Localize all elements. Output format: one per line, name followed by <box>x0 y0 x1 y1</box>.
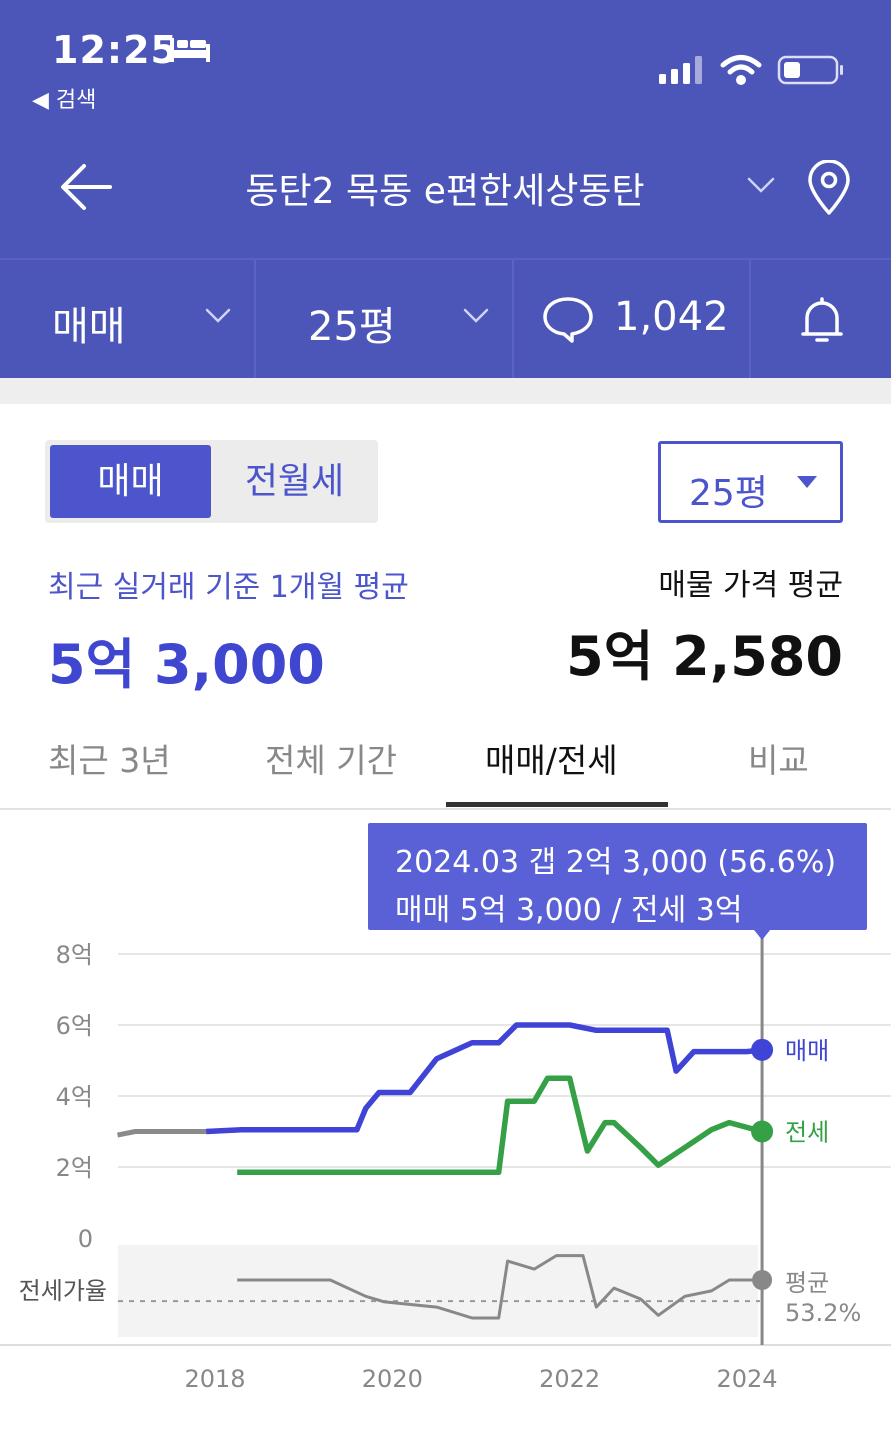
jeonse-end-dot <box>751 1120 774 1143</box>
segment-rent[interactable]: 전월세 <box>244 461 345 502</box>
x-tick-label: 2020 <box>362 1365 423 1393</box>
size-select[interactable]: 25평 <box>658 441 843 523</box>
comment-count: 1,042 <box>614 294 729 340</box>
deal-type-segment: 매매 전월세 <box>45 440 378 523</box>
wifi-icon <box>720 55 762 85</box>
x-tick-label: 2024 <box>716 1365 777 1393</box>
listing-average-label: 매물 가격 평균 <box>658 568 843 603</box>
tab-sale-jeonse[interactable]: 매매/전세 <box>485 741 618 780</box>
ratio-average-label: 평균 <box>785 1269 829 1297</box>
filter-row: 매매 25평 1,042 <box>0 258 891 380</box>
listing-average-value: 5억 2,580 <box>566 625 843 688</box>
deal-type-dropdown[interactable]: 매매 <box>0 260 256 380</box>
back-arrow-icon[interactable] <box>58 162 112 212</box>
tooltip-pointer <box>754 930 771 940</box>
active-tab-indicator <box>446 802 668 807</box>
complex-title[interactable]: 동탄2 목동 e편한세상동탄 <box>245 171 645 212</box>
back-to-search-link[interactable]: ◀ 검색 <box>32 88 97 113</box>
ratio-axis-label: 전세가율 <box>19 1277 107 1305</box>
tab-compare[interactable]: 비교 <box>748 741 809 780</box>
y-tick-label: 2억 <box>56 1154 93 1182</box>
battery-icon <box>777 55 843 85</box>
jeonse-ratio-line <box>237 1254 763 1320</box>
status-time: 12:25 <box>52 28 178 72</box>
sale-series-label: 매매 <box>785 1037 829 1065</box>
alert-button[interactable] <box>751 260 891 380</box>
size-label: 25평 <box>308 304 396 350</box>
tab-all-period[interactable]: 전체 기간 <box>265 741 397 780</box>
tooltip-price-text: 매매 5억 3,000 / 전세 3억 <box>395 893 743 928</box>
presale-price-line <box>117 1129 207 1138</box>
chart-tabs: 최근 3년 전체 기간 매매/전세 비교 <box>0 700 891 810</box>
top-bar: 12:25 ◀ 검색 동탄2 목동 e편한세상동탄 <box>0 0 891 380</box>
sale-end-dot <box>751 1038 774 1061</box>
chevron-down-icon[interactable] <box>746 176 776 194</box>
y-tick-label: 8억 <box>56 941 93 969</box>
recent-average-value: 5억 3,000 <box>48 633 325 696</box>
y-tick-label: 4억 <box>56 1083 93 1111</box>
jeonse-series-label: 전세 <box>785 1119 829 1147</box>
tab-recent-3-years[interactable]: 최근 3년 <box>48 741 171 780</box>
sleep-mode-icon <box>170 38 210 62</box>
y-tick-label: 6억 <box>56 1012 93 1040</box>
y-tick-label: 0 <box>78 1225 93 1253</box>
section-divider <box>0 378 891 404</box>
ratio-panel-bg <box>118 1245 758 1337</box>
sale-price-line <box>205 1022 763 1135</box>
x-tick-label: 2018 <box>184 1365 245 1393</box>
segment-sale[interactable]: 매매 <box>50 445 211 518</box>
tooltip-gap-text: 2024.03 갭 2억 3,000 (56.6%) <box>395 845 837 880</box>
status-icons <box>659 55 843 85</box>
chevron-down-icon <box>205 308 231 323</box>
map-pin-icon[interactable] <box>806 160 852 216</box>
cellular-signal-icon <box>659 56 702 84</box>
nav-row: 동탄2 목동 e편한세상동탄 <box>0 140 891 236</box>
deal-type-label: 매매 <box>52 304 126 350</box>
chart-tooltip: 2024.03 갭 2억 3,000 (56.6%) 매매 5억 3,000 /… <box>368 823 867 930</box>
x-tick-label: 2022 <box>539 1365 600 1393</box>
ratio-end-dot <box>752 1270 773 1290</box>
chevron-down-icon <box>463 308 489 323</box>
speech-bubble-icon <box>543 297 593 343</box>
recent-average-label: 최근 실거래 기준 1개월 평균 <box>48 570 409 605</box>
size-select-label: 25평 <box>689 473 768 514</box>
comments-button[interactable]: 1,042 <box>514 260 751 380</box>
ratio-average-value: 53.2% <box>785 1299 861 1327</box>
caret-down-icon <box>797 476 817 488</box>
size-dropdown[interactable]: 25평 <box>256 260 514 380</box>
jeonse-price-line <box>237 1075 763 1176</box>
bell-icon <box>801 297 843 342</box>
